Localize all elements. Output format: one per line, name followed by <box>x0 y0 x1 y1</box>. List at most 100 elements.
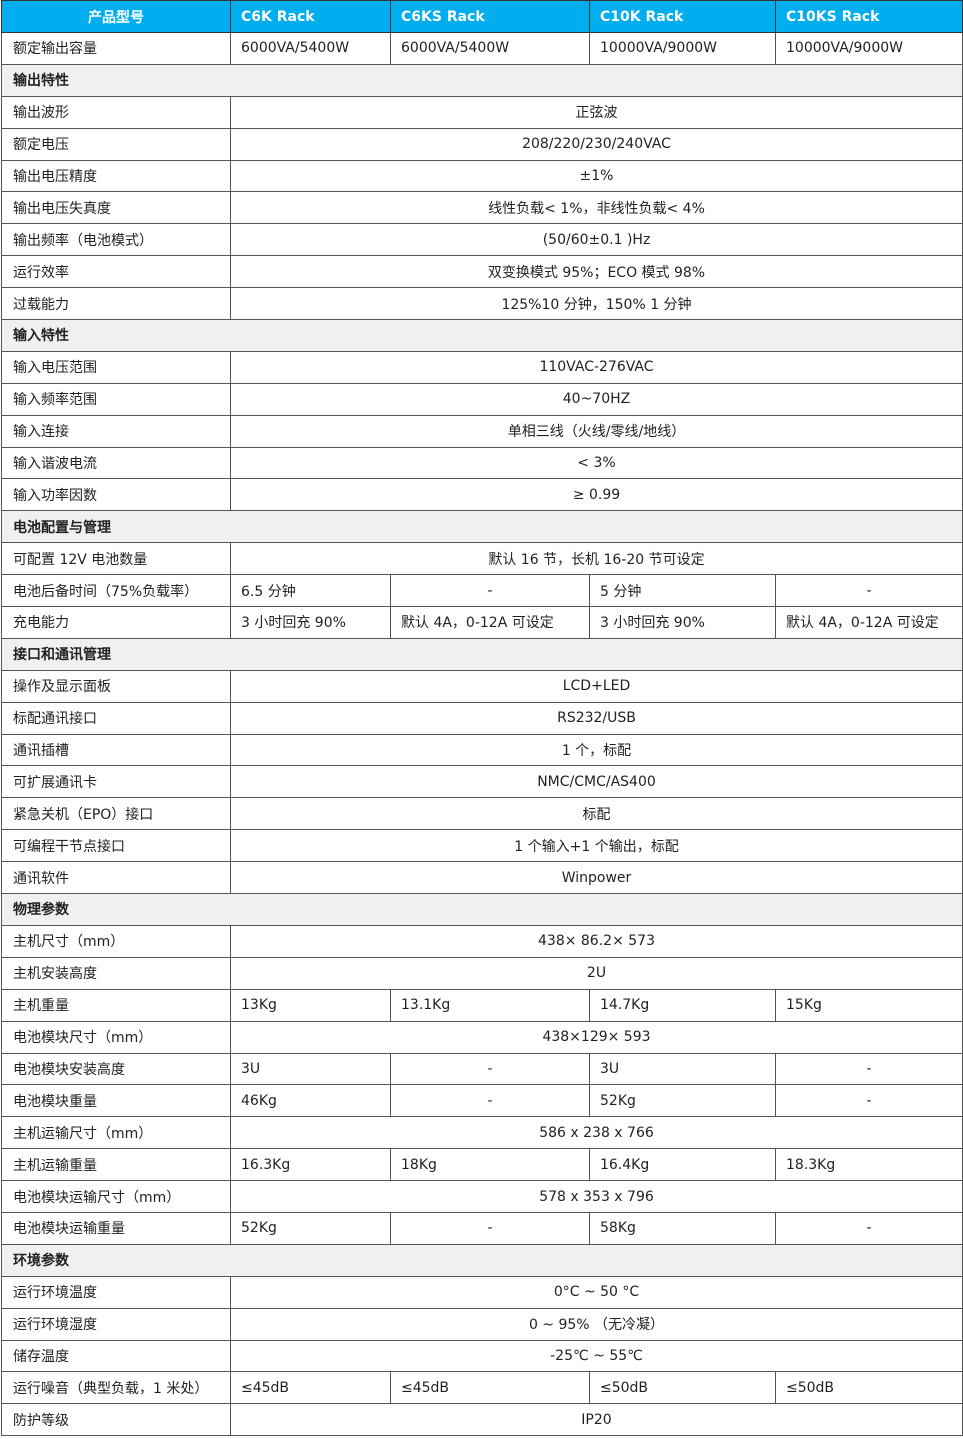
spec-row: 输入连接 单相三线（火线/零线/地线） <box>1 414 963 448</box>
spec-value: 正弦波 <box>230 95 963 129</box>
spec-row: 主机运输尺寸（mm） 586 x 238 x 766 <box>1 1116 963 1150</box>
spec-value: (50/60±0.1 )Hz <box>230 223 963 257</box>
header-c10k: C10K Rack <box>589 0 776 33</box>
spec-row: 可编程干节点接口 1 个输入+1 个输出，标配 <box>1 829 963 863</box>
spec-value-c6ks: 默认 4A，0-12A 可设定 <box>390 606 590 639</box>
spec-label: 电池模块运输重量 <box>1 1211 231 1245</box>
section-header-row: 电池配置与管理 <box>1 510 963 544</box>
spec-value-c10k: 16.4Kg <box>589 1148 776 1182</box>
spec-value-c6k: 6.5 分钟 <box>230 574 391 608</box>
spec-label: 主机运输尺寸（mm） <box>1 1116 231 1150</box>
spec-row: 额定输出容量 6000VA/5400W 6000VA/5400W 10000VA/90… <box>1 32 963 65</box>
section-header-row: 物理参数 <box>1 893 963 926</box>
spec-value: 438× 86.2× 573 <box>230 924 963 958</box>
spec-row: 标配通讯接口 RS232/USB <box>1 701 963 735</box>
spec-row: 输出电压精度 ±1% <box>1 159 963 193</box>
spec-value: ±1% <box>230 159 963 193</box>
spec-label: 运行环境温度 <box>1 1275 231 1309</box>
spec-row: 输入频率范围 40~70HZ <box>1 382 963 416</box>
spec-value-c10k: ≤50dB <box>589 1371 776 1405</box>
spec-label: 额定输出容量 <box>1 32 231 65</box>
spec-row: 主机运输重量 16.3Kg 18Kg 16.4Kg 18.3Kg <box>1 1148 963 1182</box>
spec-value: -25℃ ~ 55℃ <box>230 1339 963 1373</box>
spec-value-c6k: ≤45dB <box>230 1371 391 1405</box>
spec-value: ≥ 0.99 <box>230 478 963 512</box>
spec-value: IP20 <box>230 1403 963 1437</box>
spec-label: 输入功率因数 <box>1 478 231 512</box>
spec-value: 578 x 353 x 796 <box>230 1180 963 1213</box>
spec-value: 双变换模式 95%；ECO 模式 98% <box>230 255 963 289</box>
spec-value-c6k: 3U <box>230 1052 391 1086</box>
spec-row: 运行环境温度 0°C ~ 50 °C <box>1 1275 963 1309</box>
spec-row: 输入功率因数 ≥ 0.99 <box>1 478 963 512</box>
spec-row: 输出电压失真度 线性负载< 1%，非线性负载< 4% <box>1 191 963 225</box>
spec-value: < 3% <box>230 446 963 480</box>
section-title: 输出特性 <box>1 63 963 97</box>
spec-value-c6k: 13Kg <box>230 988 391 1022</box>
spec-value: 1 个输入+1 个输出，标配 <box>230 829 963 863</box>
spec-label: 可扩展通讯卡 <box>1 765 231 799</box>
spec-value-c6ks: - <box>390 1084 590 1118</box>
spec-row: 过载能力 125%10 分钟，150% 1 分钟 <box>1 287 963 321</box>
spec-row: 主机安装高度 2U <box>1 956 963 990</box>
spec-value: 586 x 238 x 766 <box>230 1116 963 1150</box>
spec-label: 操作及显示面板 <box>1 669 231 703</box>
section-header-row: 输入特性 <box>1 319 963 352</box>
spec-value: 125%10 分钟，150% 1 分钟 <box>230 287 963 321</box>
spec-row: 输出波形 正弦波 <box>1 95 963 129</box>
spec-row: 运行环境湿度 0 ~ 95% （无冷凝） <box>1 1307 963 1341</box>
spec-label: 通讯插槽 <box>1 733 231 767</box>
spec-label: 通讯软件 <box>1 861 231 895</box>
spec-value-c10k: 58Kg <box>589 1211 776 1245</box>
section-header-row: 环境参数 <box>1 1243 963 1277</box>
spec-label: 电池模块重量 <box>1 1084 231 1118</box>
spec-value-c10k: 3U <box>589 1052 776 1086</box>
spec-value-c10ks: - <box>775 1052 963 1086</box>
spec-label: 主机尺寸（mm） <box>1 924 231 958</box>
spec-value-c10k: 5 分钟 <box>589 574 776 608</box>
spec-value-c10ks: 18.3Kg <box>775 1148 963 1182</box>
spec-row: 防护等级 IP20 <box>1 1403 963 1437</box>
spec-value-c10ks: ≤50dB <box>775 1371 963 1405</box>
spec-row: 运行效率 双变换模式 95%；ECO 模式 98% <box>1 255 963 289</box>
spec-value-c10ks: 默认 4A，0-12A 可设定 <box>775 606 963 639</box>
spec-row: 输出频率（电池模式） (50/60±0.1 )Hz <box>1 223 963 257</box>
spec-value-c6ks: ≤45dB <box>390 1371 590 1405</box>
spec-row: 充电能力 3 小时回充 90% 默认 4A，0-12A 可设定 3 小时回充 90% 默… <box>1 606 963 639</box>
spec-label: 输出波形 <box>1 95 231 129</box>
section-header-row: 接口和通讯管理 <box>1 637 963 671</box>
spec-row: 通讯插槽 1 个，标配 <box>1 733 963 767</box>
spec-value-c6ks: 13.1Kg <box>390 988 590 1022</box>
spec-value: 1 个，标配 <box>230 733 963 767</box>
spec-value: 0 ~ 95% （无冷凝） <box>230 1307 963 1341</box>
spec-label: 运行环境湿度 <box>1 1307 231 1341</box>
spec-label: 运行噪音（典型负载，1 米处） <box>1 1371 231 1405</box>
spec-label: 储存温度 <box>1 1339 231 1373</box>
spec-label: 标配通讯接口 <box>1 701 231 735</box>
spec-row: 额定电压 208/220/230/240VAC <box>1 127 963 161</box>
section-title: 接口和通讯管理 <box>1 637 963 671</box>
spec-value: 110VAC-276VAC <box>230 350 963 384</box>
spec-row: 输入电压范围 110VAC-276VAC <box>1 350 963 384</box>
spec-label: 紧急关机（EPO）接口 <box>1 797 231 831</box>
spec-label: 输入电压范围 <box>1 350 231 384</box>
spec-value-c6ks: 18Kg <box>390 1148 590 1182</box>
spec-label: 输入连接 <box>1 414 231 448</box>
spec-row: 可扩展通讯卡 NMC/CMC/AS400 <box>1 765 963 799</box>
spec-label: 防护等级 <box>1 1403 231 1437</box>
spec-value-c6k: 46Kg <box>230 1084 391 1118</box>
spec-row: 电池模块安装高度 3U -3U - <box>1 1052 963 1086</box>
spec-row: 紧急关机（EPO）接口 标配 <box>1 797 963 831</box>
section-title: 环境参数 <box>1 1243 963 1277</box>
spec-label: 输入谐波电流 <box>1 446 231 480</box>
spec-row: 电池模块重量 46Kg -52Kg - <box>1 1084 963 1118</box>
spec-value: 40~70HZ <box>230 382 963 416</box>
spec-label: 输入频率范围 <box>1 382 231 416</box>
spec-label: 电池模块安装高度 <box>1 1052 231 1086</box>
section-title: 电池配置与管理 <box>1 510 963 544</box>
spec-value-c10k: 52Kg <box>589 1084 776 1118</box>
spec-label: 额定电压 <box>1 127 231 161</box>
spec-value: LCD+LED <box>230 669 963 703</box>
spec-value: RS232/USB <box>230 701 963 735</box>
